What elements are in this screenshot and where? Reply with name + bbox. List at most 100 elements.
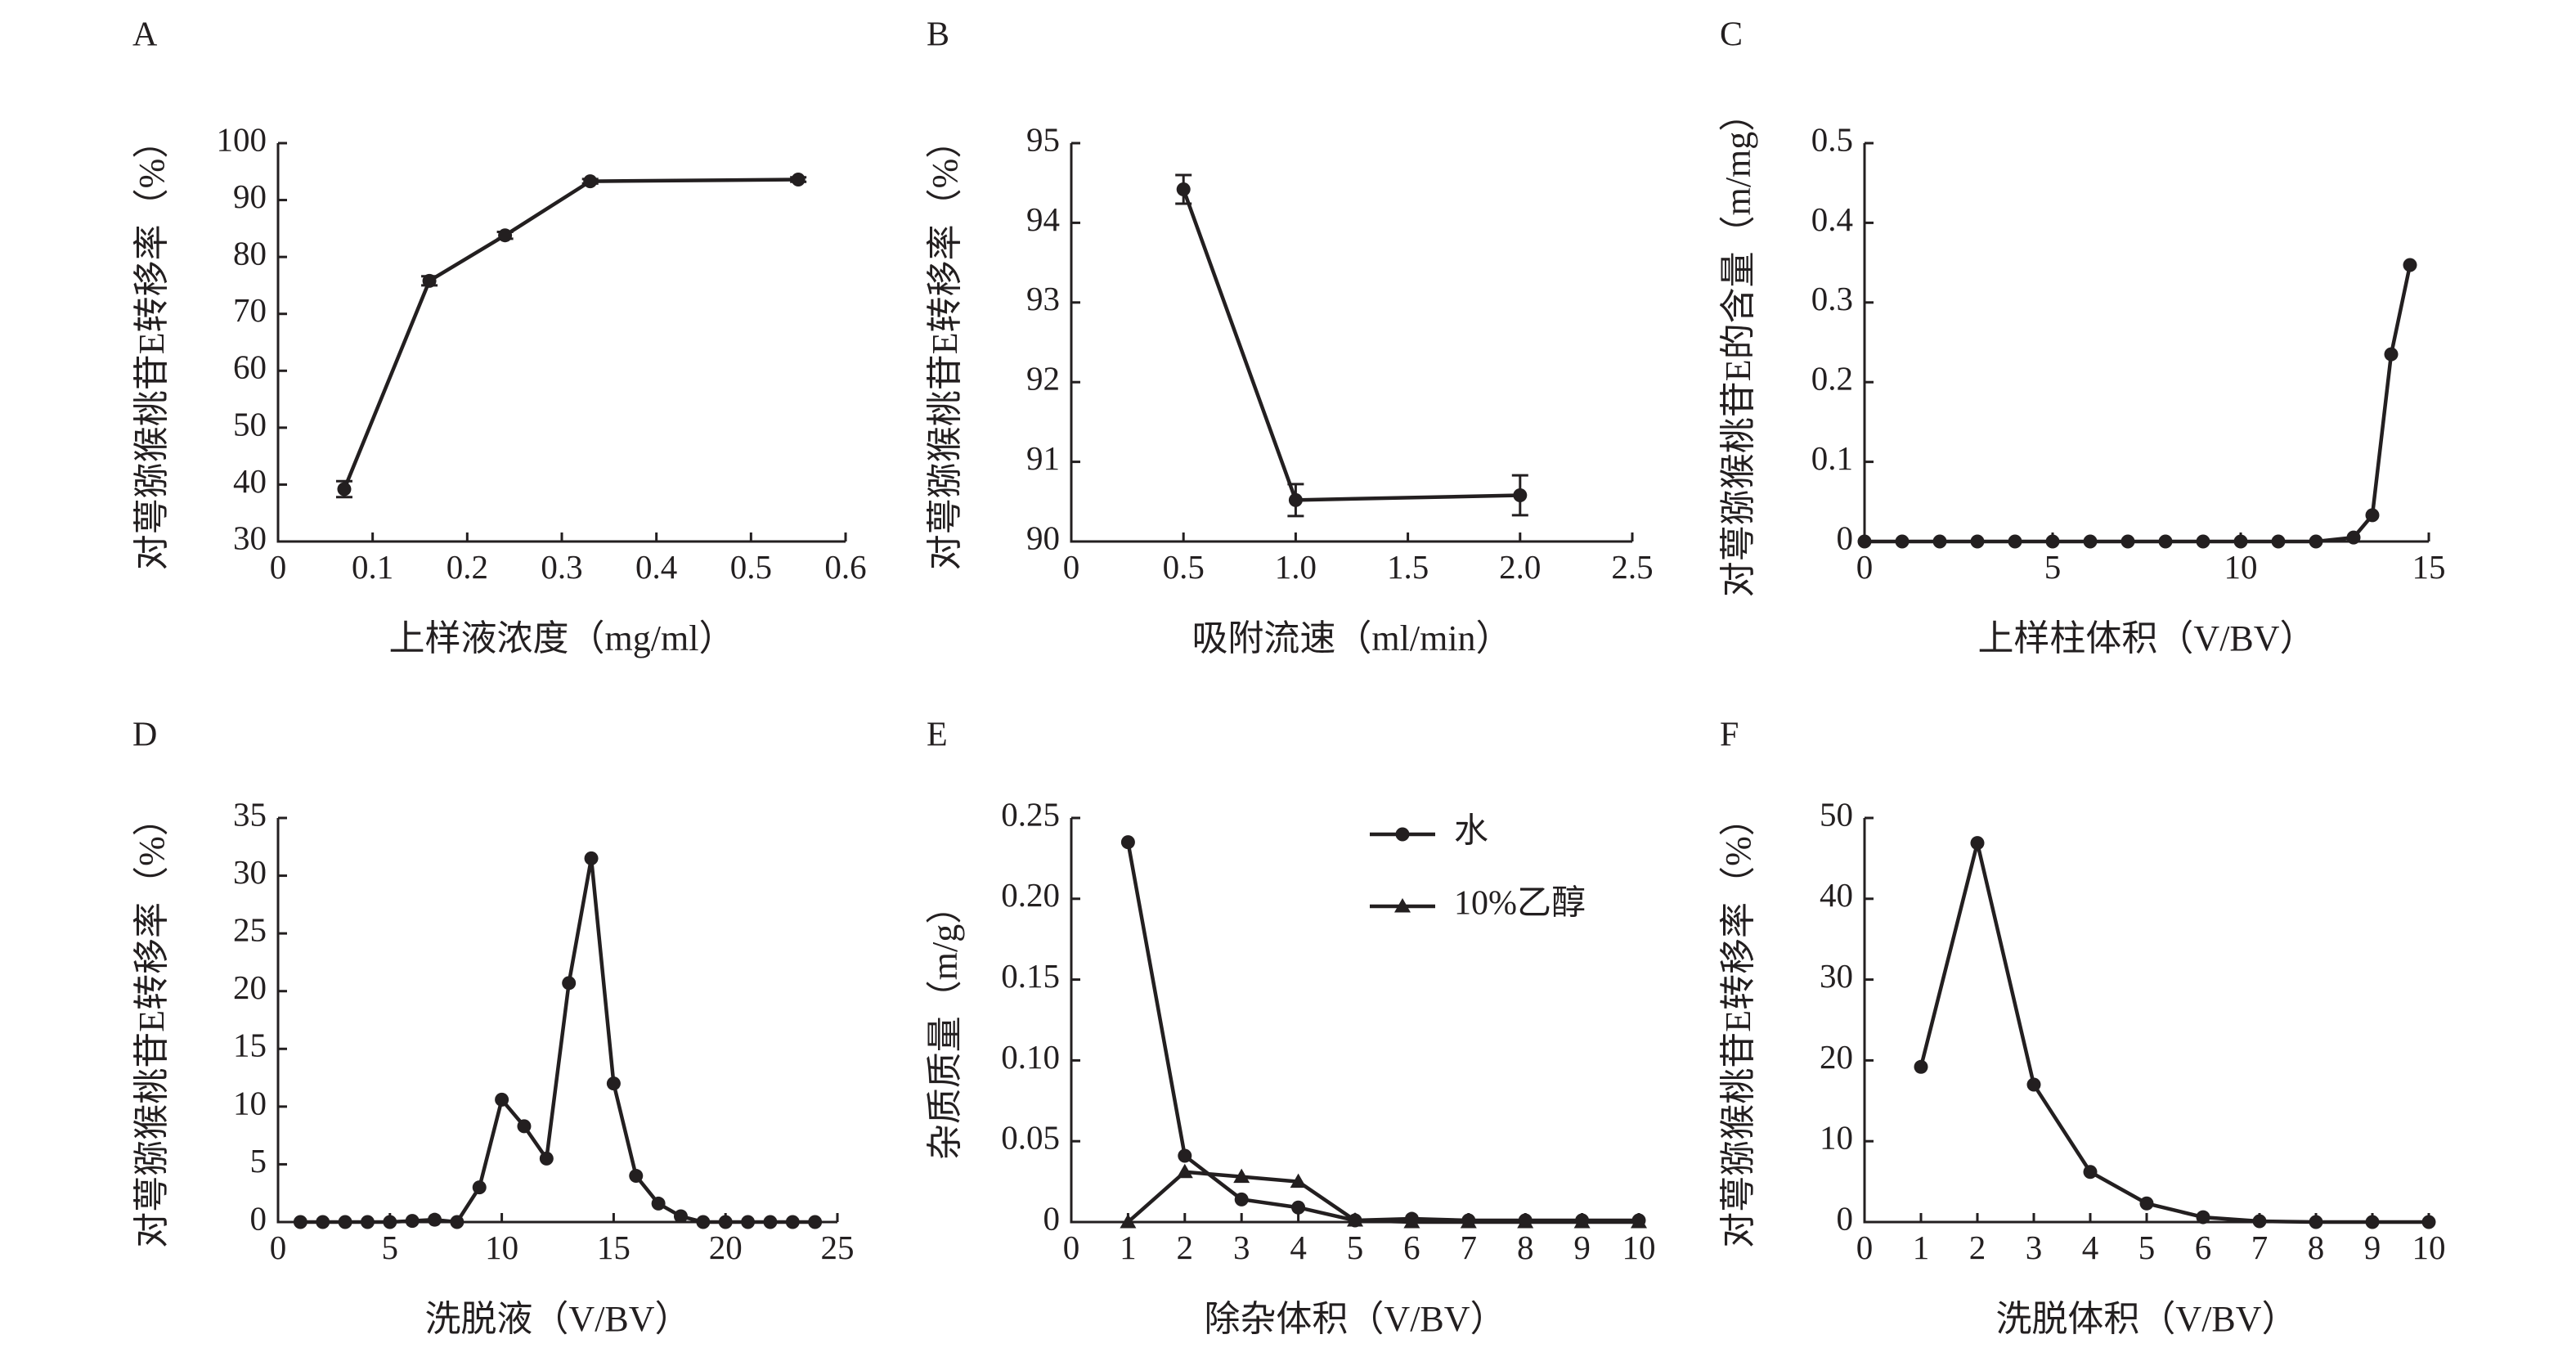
data-point: [651, 1196, 666, 1211]
x-tick-label: 9: [2364, 1229, 2381, 1266]
x-tick-label: 9: [1573, 1229, 1591, 1266]
x-tick-label: 10: [2412, 1229, 2446, 1266]
panel-A: A 0 0.1 0.2 0.3 0.4 0.5 0.6 30 40 50 60 70 80 90 100 上样液…: [132, 16, 867, 658]
x-axis-label: 上样液浓度（mg/ml）: [389, 618, 735, 658]
y-tick-label: 40: [233, 462, 267, 500]
y-tick-label: 0.20: [1001, 876, 1060, 914]
x-tick-label: 5: [1347, 1229, 1364, 1266]
data-point: [2309, 1215, 2323, 1229]
y-tick-label: 20: [233, 968, 267, 1006]
y-tick-label: 100: [217, 120, 267, 158]
x-tick-label: 0.5: [730, 548, 772, 586]
y-tick-label: 0.3: [1811, 280, 1853, 317]
x-tick-label: 2: [1969, 1229, 1986, 1266]
data-point: [741, 1215, 756, 1229]
x-tick-label: 10: [485, 1229, 518, 1266]
data-point: [360, 1215, 375, 1229]
x-tick-label: 25: [821, 1229, 855, 1266]
data-point: [2309, 534, 2323, 549]
data-point: [383, 1215, 397, 1229]
series-line: [1126, 1170, 1639, 1224]
data-point: [2365, 1215, 2380, 1229]
x-tick-label: 0.1: [352, 548, 393, 586]
axes: [276, 143, 846, 543]
legend-marker: [1394, 898, 1411, 913]
y-tick-label: 50: [233, 405, 267, 443]
x-tick-label: 1: [1120, 1229, 1137, 1266]
series-line: [342, 177, 799, 490]
panel-letter: A: [132, 16, 158, 54]
data-point: [1857, 534, 1872, 549]
data-point: [1914, 1059, 1928, 1074]
data-point: [606, 1076, 621, 1091]
data-point: [1120, 1214, 1137, 1229]
data-point: [405, 1214, 420, 1229]
data-point: [2252, 1214, 2267, 1229]
data-point: [1290, 1173, 1307, 1188]
series-line: [1919, 841, 2429, 1224]
x-tick-label: 5: [382, 1229, 399, 1266]
y-tick-label: 0: [1837, 1199, 1854, 1237]
x-tick-label: 5: [2044, 548, 2062, 586]
y-tick-label: 0: [1837, 519, 1854, 556]
x-axis-label: 上样柱体积（V/BV）: [1977, 618, 2315, 658]
data-point: [673, 1209, 688, 1224]
y-tick-label: 10: [233, 1084, 267, 1121]
legend-marker: [1395, 827, 1410, 842]
series-1: [1857, 258, 2417, 549]
panel-D: D 0 5 10 15 20 25 0 5 10 15 20 25 30 35 洗脱液（V/BV） 对萼猕猴桃苷…: [132, 717, 854, 1339]
data-point: [1233, 1168, 1250, 1184]
data-point: [808, 1215, 823, 1229]
x-tick-label: 0: [1063, 1229, 1080, 1266]
x-tick-label: 20: [709, 1229, 743, 1266]
x-tick-label: 1: [1913, 1229, 1930, 1266]
y-tick-label: 0.10: [1001, 1038, 1060, 1076]
y-tick-label: 80: [233, 235, 267, 272]
panel-C: C 0 5 10 15 0 0.1 0.2 0.3 0.4 0.5 上样柱体积（V/BV） 对萼猕猴桃苷…: [1718, 16, 2445, 658]
y-tick-label: 0.25: [1001, 795, 1060, 833]
data-point: [2384, 347, 2399, 362]
data-point: [791, 173, 806, 187]
x-tick-label: 15: [597, 1229, 631, 1266]
data-point: [1517, 1214, 1534, 1229]
y-tick-label: 93: [1026, 280, 1060, 317]
y-tick-label: 94: [1026, 200, 1060, 238]
x-tick-label: 7: [2251, 1229, 2269, 1266]
x-tick-label: 1.5: [1387, 548, 1429, 586]
data-point: [1460, 1214, 1477, 1229]
data-point: [338, 1215, 352, 1229]
data-point: [2196, 534, 2210, 549]
data-point: [2083, 534, 2098, 549]
y-tick-label: 0.15: [1001, 957, 1060, 995]
series-1: [1914, 836, 2436, 1229]
x-tick-label: 2.0: [1499, 548, 1541, 586]
axes: [1863, 143, 2429, 543]
data-point: [293, 1215, 307, 1229]
data-point: [539, 1151, 554, 1166]
data-point: [517, 1119, 532, 1134]
data-point: [1573, 1214, 1591, 1229]
panel-E: E 0 1 2 3 4 5 6 7 8 9 10 0 0.05 0.10 0.15 0.20 0.25 除杂体积（V…: [925, 717, 1655, 1339]
series-1: [293, 851, 823, 1229]
x-tick-label: 7: [1461, 1229, 1478, 1266]
data-point: [450, 1215, 464, 1229]
y-tick-label: 0.5: [1811, 120, 1853, 158]
panel-letter: F: [1720, 717, 1739, 754]
y-tick-label: 5: [250, 1142, 267, 1180]
x-tick-label: 0: [1856, 1229, 1874, 1266]
x-tick-label: 8: [2308, 1229, 2325, 1266]
data-point: [2271, 534, 2286, 549]
series-2: [1120, 1163, 1647, 1229]
x-tick-label: 1.0: [1275, 548, 1317, 586]
data-point: [584, 851, 599, 865]
x-axis-label: 洗脱体积（V/BV）: [1995, 1299, 2297, 1339]
y-tick-label: 70: [233, 291, 267, 329]
series-line: [1182, 188, 1520, 502]
x-tick-label: 15: [2412, 548, 2446, 586]
legend-label: 水: [1454, 813, 1488, 851]
data-point: [428, 1212, 442, 1227]
x-tick-label: 3: [1233, 1229, 1250, 1266]
data-point: [498, 228, 513, 243]
x-tick-label: 6: [2195, 1229, 2212, 1266]
data-point: [629, 1169, 644, 1184]
